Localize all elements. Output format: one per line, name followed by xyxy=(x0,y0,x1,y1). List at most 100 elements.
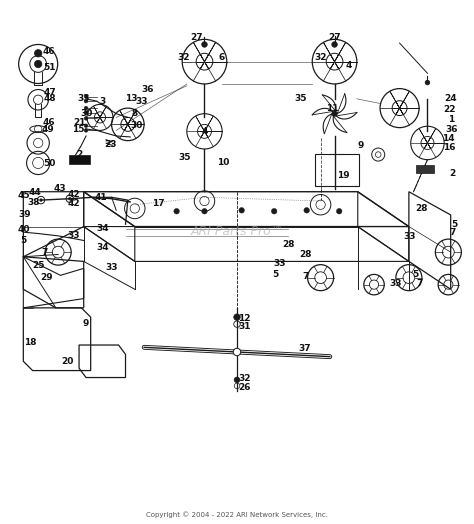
Text: 26: 26 xyxy=(238,383,251,392)
Text: 7: 7 xyxy=(450,228,456,237)
Text: 35: 35 xyxy=(178,154,191,162)
Text: 1: 1 xyxy=(447,115,454,124)
Text: 42: 42 xyxy=(67,190,80,199)
Text: 48: 48 xyxy=(44,94,56,103)
Text: 20: 20 xyxy=(61,357,73,366)
Text: 34: 34 xyxy=(96,243,109,252)
Text: ARI Parts Pro™: ARI Parts Pro™ xyxy=(191,225,283,238)
Text: 28: 28 xyxy=(282,239,294,249)
Text: 36: 36 xyxy=(446,125,458,134)
Text: 27: 27 xyxy=(190,33,203,42)
Text: 36: 36 xyxy=(141,85,154,94)
Text: 43: 43 xyxy=(53,183,66,192)
Text: 7: 7 xyxy=(416,279,422,288)
Text: 33: 33 xyxy=(403,232,416,241)
Text: 37: 37 xyxy=(298,344,310,353)
Text: 42: 42 xyxy=(67,199,80,208)
Circle shape xyxy=(202,209,207,214)
Text: 4: 4 xyxy=(345,61,352,70)
Circle shape xyxy=(304,208,310,213)
Text: 39: 39 xyxy=(18,211,31,220)
Text: 5: 5 xyxy=(20,236,27,245)
Text: 18: 18 xyxy=(24,338,36,347)
Text: 38: 38 xyxy=(28,198,40,207)
Circle shape xyxy=(234,377,240,383)
Text: 46: 46 xyxy=(43,47,55,56)
Text: 33: 33 xyxy=(273,259,286,268)
Text: 7: 7 xyxy=(302,272,309,281)
Circle shape xyxy=(84,128,88,132)
Circle shape xyxy=(35,60,42,68)
Circle shape xyxy=(425,80,430,85)
Text: 28: 28 xyxy=(416,204,428,213)
Circle shape xyxy=(272,209,277,214)
Text: 22: 22 xyxy=(444,105,456,114)
Text: 19: 19 xyxy=(337,171,350,180)
Text: 40: 40 xyxy=(17,225,29,234)
Text: 10: 10 xyxy=(217,158,229,167)
Text: 6: 6 xyxy=(218,52,224,61)
Text: 46: 46 xyxy=(43,117,55,127)
Text: 49: 49 xyxy=(42,125,55,134)
Text: 41: 41 xyxy=(95,193,108,202)
Circle shape xyxy=(332,111,337,116)
Text: 21: 21 xyxy=(74,117,86,127)
Text: 32: 32 xyxy=(177,52,190,61)
Text: 33: 33 xyxy=(390,279,402,288)
Circle shape xyxy=(35,50,42,57)
Text: 30: 30 xyxy=(80,109,93,118)
Circle shape xyxy=(84,111,88,115)
Circle shape xyxy=(84,99,88,103)
Text: 24: 24 xyxy=(444,94,457,103)
Text: 33: 33 xyxy=(77,94,90,103)
FancyBboxPatch shape xyxy=(69,156,90,164)
Text: 17: 17 xyxy=(152,199,164,209)
Text: 15: 15 xyxy=(72,125,84,134)
Circle shape xyxy=(84,95,88,99)
Circle shape xyxy=(234,314,240,320)
Circle shape xyxy=(84,106,88,110)
FancyBboxPatch shape xyxy=(416,165,434,173)
Text: 13: 13 xyxy=(125,94,137,103)
Text: 12: 12 xyxy=(238,313,251,323)
Circle shape xyxy=(68,198,71,200)
Circle shape xyxy=(84,116,88,120)
Text: 33: 33 xyxy=(67,232,80,241)
Text: 23: 23 xyxy=(104,140,117,149)
Text: 16: 16 xyxy=(444,143,456,152)
Text: 2: 2 xyxy=(76,150,82,159)
Text: 2: 2 xyxy=(449,169,455,178)
Circle shape xyxy=(174,209,179,214)
Text: 51: 51 xyxy=(43,63,55,72)
Text: 7: 7 xyxy=(42,248,48,257)
Text: 3: 3 xyxy=(99,96,105,106)
Text: 31: 31 xyxy=(238,322,251,331)
Text: 8: 8 xyxy=(132,109,138,118)
Text: 27: 27 xyxy=(328,33,341,42)
Text: 14: 14 xyxy=(442,134,455,143)
Text: 32: 32 xyxy=(238,374,251,383)
Text: 33: 33 xyxy=(136,96,148,106)
Circle shape xyxy=(202,42,207,47)
Text: 5: 5 xyxy=(413,270,419,279)
Text: 30: 30 xyxy=(130,121,142,130)
Text: 5: 5 xyxy=(273,270,279,279)
Text: 5: 5 xyxy=(451,220,457,229)
Circle shape xyxy=(84,124,88,128)
Text: 9: 9 xyxy=(357,141,364,150)
Circle shape xyxy=(337,209,342,214)
Text: 9: 9 xyxy=(83,319,89,328)
Text: 34: 34 xyxy=(96,224,109,233)
Text: 47: 47 xyxy=(44,88,56,97)
Text: 25: 25 xyxy=(32,260,45,270)
Text: 35: 35 xyxy=(295,94,307,103)
Text: 45: 45 xyxy=(18,191,30,200)
Text: 33: 33 xyxy=(105,264,118,272)
Circle shape xyxy=(332,42,337,47)
Text: 29: 29 xyxy=(40,273,53,282)
Text: 44: 44 xyxy=(28,188,41,197)
Text: Copyright © 2004 - 2022 ARI Network Services, Inc.: Copyright © 2004 - 2022 ARI Network Serv… xyxy=(146,511,328,518)
Text: 50: 50 xyxy=(43,159,55,168)
Circle shape xyxy=(39,199,42,202)
Text: 4: 4 xyxy=(201,127,208,136)
